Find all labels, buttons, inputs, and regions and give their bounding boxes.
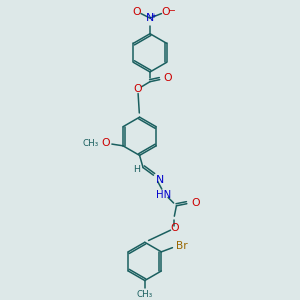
Text: HN: HN xyxy=(156,190,171,200)
Text: Br: Br xyxy=(176,241,188,250)
Text: +: + xyxy=(150,13,157,19)
Text: O: O xyxy=(191,198,200,208)
Text: CH₃: CH₃ xyxy=(137,290,153,299)
Text: H: H xyxy=(133,165,140,174)
Text: O: O xyxy=(134,84,142,94)
Text: CH₃: CH₃ xyxy=(82,139,98,148)
Text: N: N xyxy=(146,13,154,23)
Text: O: O xyxy=(164,73,172,83)
Text: O: O xyxy=(133,7,141,17)
Text: O: O xyxy=(161,7,170,17)
Text: −: − xyxy=(168,6,176,15)
Text: O: O xyxy=(170,224,178,233)
Text: N: N xyxy=(156,175,165,185)
Text: O: O xyxy=(101,138,110,148)
